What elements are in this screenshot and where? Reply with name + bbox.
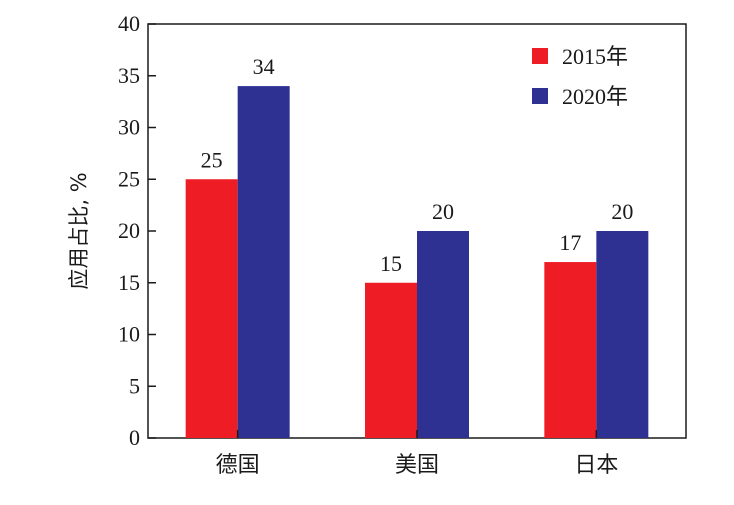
data-label: 15	[380, 251, 402, 276]
x-tick-label: 美国	[395, 453, 439, 478]
data-label: 25	[201, 147, 223, 172]
x-axis: 德国 美国 日本	[216, 430, 618, 478]
y-tick-label: 25	[118, 166, 140, 191]
bar-series1	[365, 282, 417, 438]
bar-series1	[185, 179, 238, 438]
data-label: 20	[611, 199, 633, 224]
bar-series2	[417, 231, 469, 438]
data-label: 20	[432, 199, 454, 224]
y-tick-label: 35	[118, 63, 140, 88]
y-tick-label: 0	[129, 425, 140, 450]
y-tick-label: 5	[129, 373, 140, 398]
y-axis: 0 5 10 15 20 25 30 35 40	[118, 11, 156, 450]
y-tick-label: 20	[118, 218, 140, 243]
bar-series2	[237, 86, 290, 438]
y-axis-label: 应用占比, %	[67, 172, 91, 289]
bar-series1	[544, 262, 597, 438]
y-tick-label: 15	[118, 270, 140, 295]
data-label: 34	[253, 54, 275, 79]
bars: 25 34 15 20 17 20	[185, 54, 649, 438]
y-tick-label: 30	[118, 115, 140, 140]
legend-label: 2020年	[562, 84, 628, 109]
legend-swatch	[532, 88, 548, 104]
legend: 2015年 2020年	[532, 44, 628, 109]
y-tick-label: 40	[118, 11, 140, 36]
data-label: 17	[559, 230, 581, 255]
x-tick-label: 德国	[216, 453, 260, 478]
legend-label: 2015年	[562, 44, 628, 69]
x-tick-label: 日本	[574, 453, 618, 478]
legend-swatch	[532, 48, 548, 64]
y-tick-label: 10	[118, 322, 140, 347]
bar-series2	[596, 231, 649, 438]
